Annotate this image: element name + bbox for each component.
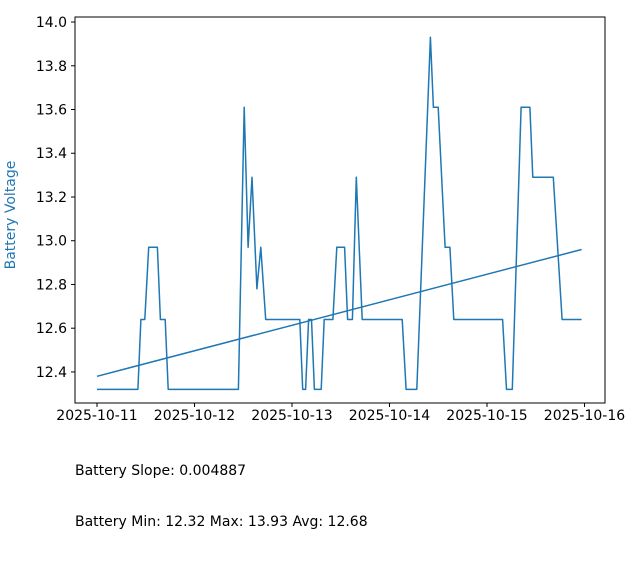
x-tick-label: 2025-10-12 — [154, 408, 235, 424]
battery-voltage-figure: 2025-10-11 2025-10-12 2025-10-13 2025-10-14… — [3, 15, 625, 530]
x-tick-label: 2025-10-14 — [349, 408, 430, 424]
x-tick-label: 2025-10-11 — [56, 408, 137, 424]
x-tick-label: 2025-10-13 — [251, 408, 332, 424]
y-tick-label: 13.4 — [36, 146, 67, 162]
y-tick-label: 13.0 — [36, 234, 67, 250]
battery-voltage-chart-canvas: 2025-10-11 2025-10-12 2025-10-13 2025-10-14… — [3, 15, 625, 424]
y-tick-label: 12.8 — [36, 277, 67, 293]
chart-annotation: Battery Slope: 0.004887 Battery Min: 12.… — [75, 429, 368, 565]
x-tick-label: 2025-10-16 — [544, 408, 625, 424]
y-tick-label: 12.6 — [36, 321, 67, 337]
annotation-minmax-line: Battery Min: 12.32 Max: 13.93 Avg: 12.68 — [75, 514, 368, 530]
battery-voltage-line — [97, 36, 582, 391]
battery-trend-line — [96, 248, 582, 378]
y-axis-label: Battery Voltage — [3, 161, 19, 270]
y-tick-label: 14.0 — [36, 15, 67, 31]
annotation-slope-line: Battery Slope: 0.004887 — [75, 463, 247, 479]
y-tick-label: 13.8 — [36, 59, 67, 75]
plot-frame — [74, 16, 606, 404]
y-tick-label: 12.4 — [36, 365, 67, 381]
y-tick-label: 13.6 — [36, 103, 67, 119]
y-tick-label: 13.2 — [36, 190, 67, 206]
x-tick-label: 2025-10-15 — [446, 408, 527, 424]
